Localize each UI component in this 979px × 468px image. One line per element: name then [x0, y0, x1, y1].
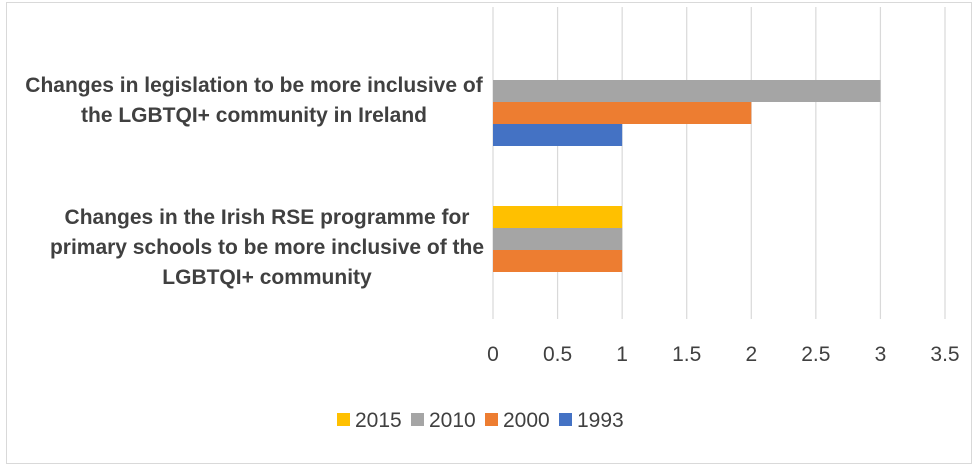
- bar-chart: 0 0.5 1 1.5 2 2.5 3 3.5 Changes in legislation t…: [25, 7, 960, 432]
- category-label-line: primary schools to be more inclusive of …: [50, 236, 484, 259]
- legend-swatch-1993: [559, 413, 572, 426]
- bar-1993: [493, 124, 623, 146]
- legend-label-2015: 2015: [355, 409, 402, 432]
- x-tick-label: 1.5: [672, 343, 701, 366]
- bar-2010: [493, 228, 623, 250]
- category-label: Changes in legislation to be more inclus…: [25, 74, 483, 127]
- bar-2010: [493, 80, 881, 102]
- category-label-line: Changes in the Irish RSE programme for: [65, 206, 470, 229]
- x-tick-label: 2.5: [801, 343, 830, 366]
- x-tick-label: 2: [745, 343, 757, 366]
- category-label-line: Changes in legislation to be more inclus…: [25, 74, 483, 97]
- bar-2000: [493, 102, 752, 124]
- category-label-line: LGBTQI+ community: [162, 266, 372, 289]
- x-tick-label: 0: [487, 343, 499, 366]
- legend-label-2010: 2010: [429, 409, 476, 432]
- legend-swatch-2010: [411, 413, 424, 426]
- x-tick-label: 3: [875, 343, 887, 366]
- legend-swatch-2000: [485, 413, 498, 426]
- category-label-line: the LGBTQI+ community in Ireland: [81, 104, 427, 127]
- x-tick-label: 1: [616, 343, 628, 366]
- x-tick-label: 3.5: [930, 343, 959, 366]
- legend-swatch-2015: [337, 413, 350, 426]
- chart-frame: 0 0.5 1 1.5 2 2.5 3 3.5 Changes in legislation t…: [6, 2, 972, 464]
- bar-2015: [493, 206, 623, 228]
- legend-label-2000: 2000: [503, 409, 550, 432]
- x-tick-label: 0.5: [543, 343, 572, 366]
- bar-2000: [493, 250, 623, 272]
- legend-label-1993: 1993: [577, 409, 624, 432]
- category-label: Changes in the Irish RSE programme for pr…: [50, 206, 484, 289]
